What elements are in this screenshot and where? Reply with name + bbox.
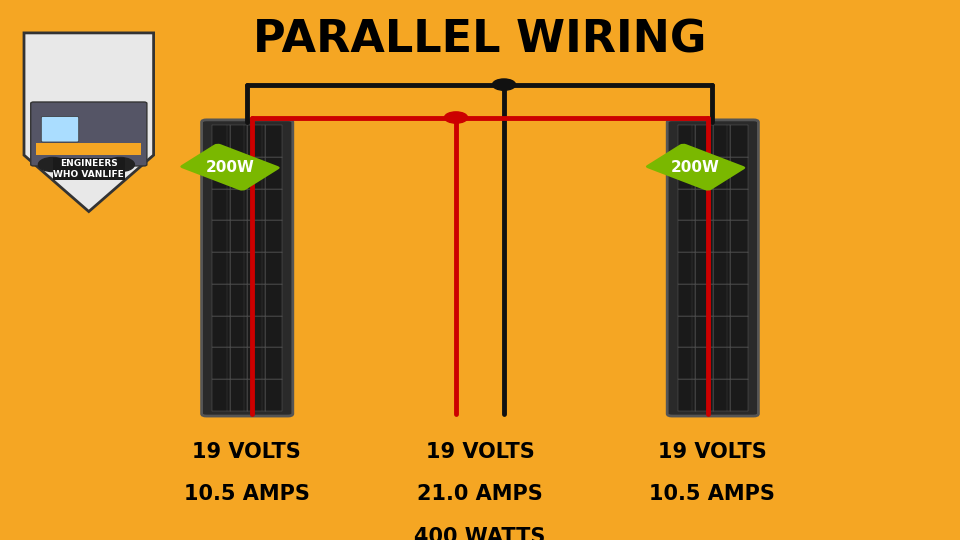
FancyBboxPatch shape xyxy=(31,102,147,166)
FancyBboxPatch shape xyxy=(667,120,758,416)
Text: 400 WATTS: 400 WATTS xyxy=(415,526,545,540)
Text: 19 VOLTS: 19 VOLTS xyxy=(192,442,301,462)
FancyBboxPatch shape xyxy=(646,144,745,191)
FancyBboxPatch shape xyxy=(678,125,748,411)
Text: 21.0 AMPS: 21.0 AMPS xyxy=(418,484,542,504)
Text: PARALLEL WIRING: PARALLEL WIRING xyxy=(253,19,707,62)
Circle shape xyxy=(106,158,134,172)
FancyBboxPatch shape xyxy=(212,125,282,411)
Text: 19 VOLTS: 19 VOLTS xyxy=(658,442,767,462)
Circle shape xyxy=(38,158,67,172)
Text: 200W: 200W xyxy=(205,160,254,174)
Text: 200W: 200W xyxy=(671,160,720,174)
Circle shape xyxy=(492,79,516,90)
Polygon shape xyxy=(24,33,154,212)
Text: 19 VOLTS: 19 VOLTS xyxy=(425,442,535,462)
Text: ENGINEERS
WHO VANLIFE: ENGINEERS WHO VANLIFE xyxy=(54,159,124,179)
FancyBboxPatch shape xyxy=(41,117,79,142)
Text: 10.5 AMPS: 10.5 AMPS xyxy=(183,484,310,504)
FancyBboxPatch shape xyxy=(202,120,293,416)
FancyBboxPatch shape xyxy=(36,144,141,155)
Text: 10.5 AMPS: 10.5 AMPS xyxy=(649,484,776,504)
Circle shape xyxy=(444,112,468,123)
FancyBboxPatch shape xyxy=(180,144,279,191)
